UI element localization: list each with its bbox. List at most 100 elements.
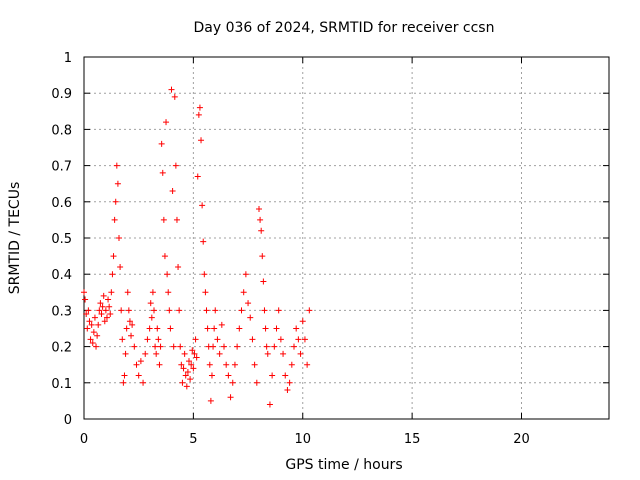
data-point	[140, 379, 147, 386]
data-point	[107, 311, 114, 318]
data-point	[154, 325, 161, 332]
data-point	[193, 354, 200, 361]
data-point	[98, 311, 105, 318]
data-point	[131, 343, 138, 350]
data-point	[159, 169, 166, 176]
data-point	[214, 336, 221, 343]
data-point	[91, 314, 98, 321]
data-point	[177, 343, 184, 350]
data-point	[223, 361, 230, 368]
data-point	[168, 86, 175, 93]
data-point	[262, 325, 269, 332]
data-point	[225, 372, 232, 379]
data-point	[284, 387, 291, 394]
data-point	[306, 307, 313, 314]
data-point	[122, 350, 129, 357]
data-point	[304, 361, 311, 368]
data-point	[216, 350, 223, 357]
data-point	[96, 307, 103, 314]
data-point	[291, 343, 297, 350]
data-point	[90, 329, 97, 336]
y-tick-label: 0.6	[51, 196, 72, 211]
data-point	[148, 314, 155, 321]
data-point	[282, 372, 289, 379]
data-point	[166, 307, 173, 314]
y-tick-label: 0.1	[51, 377, 72, 392]
data-point	[82, 296, 89, 303]
x-tick-label: 15	[404, 432, 421, 447]
data-point	[170, 343, 177, 350]
data-point	[206, 361, 213, 368]
data-point	[286, 379, 293, 386]
data-point	[188, 361, 195, 368]
data-point	[157, 343, 164, 350]
data-point	[100, 292, 107, 299]
data-point	[101, 318, 108, 325]
x-tick-label: 5	[189, 432, 197, 447]
data-point	[207, 397, 214, 404]
data-point	[201, 271, 208, 278]
data-point	[186, 358, 192, 365]
data-point	[108, 289, 115, 296]
data-point	[161, 253, 168, 260]
data-point	[83, 311, 90, 318]
data-point	[236, 325, 243, 332]
data-point	[199, 202, 206, 209]
data-point	[172, 162, 179, 169]
data-point	[181, 350, 188, 357]
data-point	[129, 321, 136, 328]
data-point	[183, 383, 190, 390]
y-tick-label: 0.9	[51, 87, 72, 102]
data-point	[264, 350, 271, 357]
data-point	[247, 314, 254, 321]
grid-lines	[84, 57, 609, 419]
data-point	[218, 321, 225, 328]
data-point	[221, 343, 227, 350]
data-point	[240, 289, 247, 296]
data-point	[88, 321, 95, 328]
y-tick-label: 1	[64, 51, 72, 66]
data-point	[178, 361, 185, 368]
data-point	[95, 321, 102, 328]
data-point	[196, 104, 203, 111]
data-point	[195, 111, 202, 118]
data-point	[111, 216, 118, 223]
data-point	[190, 365, 197, 372]
chart-title: Day 036 of 2024, SRMTID for receiver ccs…	[194, 20, 495, 36]
data-point	[169, 187, 176, 194]
data-point	[123, 325, 130, 332]
data-point	[124, 289, 131, 296]
data-point	[135, 372, 142, 379]
data-point	[210, 343, 217, 350]
y-tick-label: 0.7	[51, 160, 72, 175]
data-point	[192, 336, 199, 343]
data-point	[119, 336, 126, 343]
data-point	[146, 325, 153, 332]
data-point	[102, 307, 109, 314]
y-tick-label: 0.5	[51, 232, 72, 247]
x-tick-label: 10	[294, 432, 311, 447]
data-point	[249, 336, 256, 343]
data-point	[176, 307, 183, 314]
data-point	[245, 300, 252, 307]
data-point	[203, 307, 210, 314]
data-point	[261, 307, 268, 314]
y-tick-label: 0.2	[51, 341, 72, 356]
data-point	[202, 289, 209, 296]
data-point	[275, 307, 282, 314]
data-point	[117, 263, 124, 270]
data-point	[173, 216, 180, 223]
data-point	[86, 318, 93, 325]
data-point	[280, 350, 287, 357]
x-tick-label: 0	[80, 432, 88, 447]
data-point	[187, 376, 194, 383]
data-point	[259, 253, 266, 260]
data-point	[164, 271, 171, 278]
data-point	[103, 314, 110, 321]
data-point	[256, 206, 262, 213]
data-point	[184, 368, 191, 375]
data-point	[194, 173, 201, 180]
data-point	[263, 343, 270, 350]
data-point	[180, 365, 187, 372]
x-tick-label: 20	[513, 432, 530, 447]
